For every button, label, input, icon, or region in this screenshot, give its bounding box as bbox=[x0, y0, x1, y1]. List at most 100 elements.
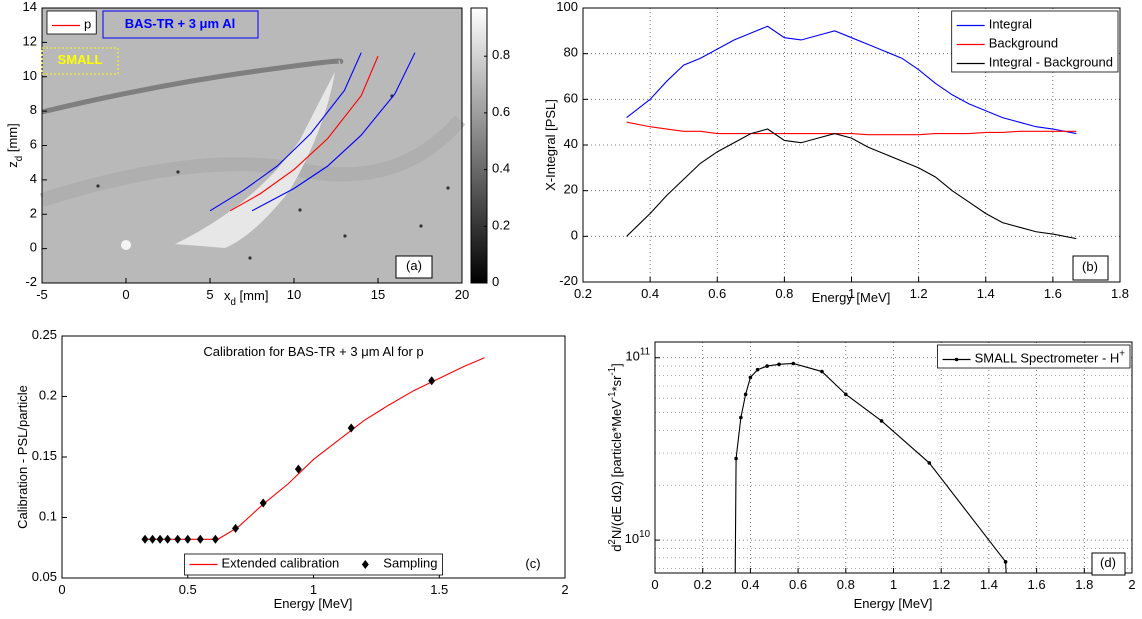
legend-label: Extended calibration bbox=[221, 556, 339, 571]
marker bbox=[211, 534, 219, 544]
x-tick-label: 0.8 bbox=[837, 577, 855, 592]
marker bbox=[734, 456, 738, 461]
y-tick-label: 0.1 bbox=[39, 509, 57, 524]
annotation: (c) bbox=[525, 556, 540, 571]
legend-item: p bbox=[52, 17, 91, 32]
marker bbox=[743, 392, 748, 397]
marker bbox=[232, 523, 240, 533]
legend-item: Extended calibration bbox=[189, 556, 339, 571]
legend-item: Integral - Background bbox=[956, 55, 1113, 70]
x-tick-label: 1.4 bbox=[980, 577, 998, 592]
image-speck bbox=[298, 208, 302, 212]
legend-label: Background bbox=[989, 36, 1058, 51]
y-tick-label: 60 bbox=[564, 91, 578, 106]
y-tick-label: -20 bbox=[559, 273, 578, 288]
x-tick-label: 1 bbox=[890, 577, 897, 592]
x-tick-label: 0.2 bbox=[574, 286, 592, 301]
marker bbox=[347, 423, 355, 433]
marker bbox=[748, 375, 753, 380]
x-tick-label: 15 bbox=[371, 287, 385, 302]
legend-item: Sampling bbox=[361, 556, 438, 571]
x-tick-label: 20 bbox=[455, 287, 469, 302]
x-tick-label: 1.2 bbox=[932, 577, 950, 592]
marker bbox=[156, 534, 164, 544]
image-speck bbox=[176, 170, 180, 174]
series-line bbox=[626, 128, 1077, 240]
legend-box bbox=[937, 344, 1131, 369]
legend-item: Integral bbox=[956, 17, 1032, 32]
marker bbox=[791, 361, 796, 366]
x-tick-label: 1.6 bbox=[1028, 577, 1046, 592]
x-tick-label: 1.5 bbox=[430, 582, 448, 597]
image-speck bbox=[248, 256, 252, 260]
y-tick-label: 100 bbox=[556, 0, 578, 14]
series-line bbox=[251, 52, 416, 212]
marker bbox=[755, 367, 760, 372]
y-tick-label: 6 bbox=[30, 137, 37, 152]
x-tick-label: 1 bbox=[848, 286, 855, 301]
y-axis-label: Calibration - PSL/particle bbox=[15, 385, 30, 529]
marker bbox=[739, 415, 743, 420]
image-speck bbox=[96, 184, 100, 188]
marker bbox=[777, 362, 781, 367]
y-tick-label: 0.2 bbox=[39, 388, 57, 403]
annotation-box bbox=[102, 10, 259, 39]
legend-marker bbox=[361, 560, 369, 569]
x-tick-label: 0.4 bbox=[741, 577, 759, 592]
x-tick-label: 0.6 bbox=[708, 286, 726, 301]
colorbar-tick-label: 0.2 bbox=[492, 218, 510, 233]
x-axis-label: xd [mm] bbox=[224, 288, 268, 308]
x-tick-label: 2 bbox=[561, 582, 568, 597]
x-axis-label: Energy [MeV] bbox=[854, 596, 933, 611]
plot-area bbox=[209, 52, 416, 212]
y-tick-label: 4 bbox=[30, 171, 37, 186]
plot-area bbox=[141, 357, 485, 544]
marker bbox=[879, 419, 884, 423]
series-line bbox=[229, 55, 379, 212]
legend-box bbox=[951, 10, 1119, 73]
x-tick-label: 0.8 bbox=[775, 286, 793, 301]
colorbar-tick-label: 0.8 bbox=[492, 48, 510, 63]
marker bbox=[1003, 560, 1008, 564]
annotation: BAS-TR + 3 μm Al bbox=[125, 16, 235, 31]
marker bbox=[428, 376, 436, 386]
y-tick-label: 12 bbox=[23, 34, 37, 49]
legend: Extended calibration Sampling bbox=[184, 553, 443, 576]
marker bbox=[844, 392, 848, 397]
legend-marker bbox=[954, 357, 959, 362]
colorbar-tick-label: 0 bbox=[492, 274, 499, 289]
annotation: SMALL bbox=[58, 52, 103, 67]
y-axis-label: zd [mm] bbox=[5, 123, 25, 167]
image-speck bbox=[446, 186, 450, 190]
legend-box bbox=[46, 10, 97, 35]
y-tick-label: 10 bbox=[23, 68, 37, 83]
y-tick-label: 2 bbox=[30, 206, 37, 221]
annotation: (d) bbox=[1100, 555, 1116, 570]
x-tick-label: 0 bbox=[122, 287, 129, 302]
x-tick-label: 2 bbox=[1128, 577, 1135, 592]
marker bbox=[141, 534, 149, 544]
x-tick-label: 1.4 bbox=[977, 286, 995, 301]
legend-label: Sampling bbox=[383, 556, 437, 571]
series-line bbox=[626, 25, 1077, 135]
x-tick-label: 0.4 bbox=[641, 286, 659, 301]
x-tick-label: 0.5 bbox=[179, 582, 197, 597]
marker bbox=[184, 534, 192, 544]
panel: 0 0.2 0.4 0.6 0.8 1 1.2 1.4 1.6 1.8 2 1010 1011 Energ… bbox=[607, 341, 1136, 611]
legend-box bbox=[184, 553, 443, 576]
marker bbox=[164, 534, 172, 544]
marker bbox=[765, 364, 769, 368]
x-tick-label: 1.8 bbox=[1075, 577, 1093, 592]
legend: SMALL Spectrometer - H+ bbox=[937, 344, 1131, 369]
colorbar bbox=[470, 7, 488, 284]
x-tick-label: -5 bbox=[36, 287, 48, 302]
y-tick-label: 80 bbox=[564, 45, 578, 60]
annotation-box bbox=[395, 255, 433, 279]
annotation: (b) bbox=[1082, 259, 1098, 274]
x-tick-label: 0.6 bbox=[789, 577, 807, 592]
marker bbox=[820, 369, 824, 374]
annotation-box bbox=[1091, 552, 1126, 576]
y-axis-label: X-Integral [PSL] bbox=[543, 99, 558, 191]
x-tick-label: 10 bbox=[287, 287, 301, 302]
legend-label: Integral bbox=[989, 17, 1032, 32]
